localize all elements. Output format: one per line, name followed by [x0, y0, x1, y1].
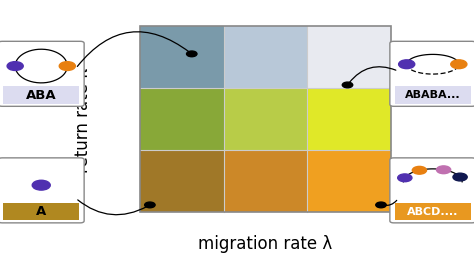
- Circle shape: [59, 62, 75, 70]
- Bar: [307, 150, 391, 212]
- Bar: [307, 26, 391, 88]
- Circle shape: [451, 60, 467, 69]
- Bar: [394, 86, 471, 104]
- Circle shape: [437, 166, 451, 174]
- Text: migration rate λ: migration rate λ: [198, 235, 333, 253]
- FancyBboxPatch shape: [390, 158, 474, 223]
- Circle shape: [7, 62, 23, 70]
- Circle shape: [398, 174, 412, 182]
- Bar: [307, 88, 391, 150]
- Circle shape: [412, 166, 427, 174]
- FancyBboxPatch shape: [0, 158, 84, 223]
- Bar: [140, 26, 224, 88]
- Text: A: A: [36, 205, 46, 218]
- FancyBboxPatch shape: [0, 41, 84, 106]
- Circle shape: [145, 202, 155, 208]
- Bar: [224, 26, 307, 88]
- Bar: [140, 150, 224, 212]
- Text: ABABA...: ABABA...: [405, 90, 461, 100]
- Bar: [394, 203, 471, 220]
- Circle shape: [453, 173, 467, 181]
- Bar: [224, 150, 307, 212]
- Text: return rate π: return rate π: [74, 68, 92, 173]
- Bar: [3, 203, 79, 220]
- Circle shape: [399, 60, 415, 69]
- Circle shape: [342, 82, 353, 88]
- Circle shape: [376, 202, 386, 208]
- Bar: [140, 26, 391, 212]
- Circle shape: [187, 51, 197, 57]
- FancyBboxPatch shape: [390, 41, 474, 106]
- Bar: [140, 88, 224, 150]
- Bar: [224, 88, 307, 150]
- Circle shape: [32, 180, 50, 190]
- Text: ABCD....: ABCD....: [407, 207, 458, 217]
- Text: ABA: ABA: [26, 89, 56, 102]
- Bar: [3, 86, 79, 104]
